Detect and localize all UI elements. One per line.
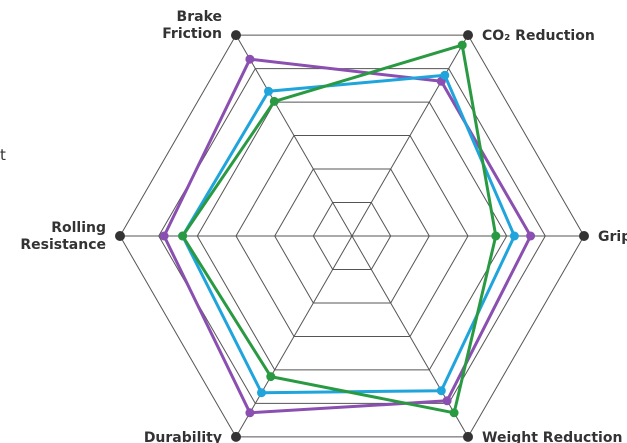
cropped-text: t [0, 146, 6, 164]
series-1-point-weight [442, 396, 452, 406]
axis-end-dot-brake [231, 30, 241, 41]
axis-label-rolling-line-1: Rolling [51, 220, 106, 236]
axis-label-durability: Durability [144, 430, 222, 443]
axis-end-dot-grip [579, 231, 589, 241]
radar-axes: CO₂ Reduction Grip Weight Reduction Durabil… [20, 9, 627, 443]
series-1-point-grip [526, 231, 536, 241]
axis-end-dot-weight [463, 431, 473, 442]
series-3-point-rolling [178, 231, 188, 241]
axis-end-dot-durability [231, 431, 241, 442]
series-2-point-durability [257, 388, 266, 398]
series-2-point-brake [264, 86, 273, 96]
axis-label-grip: Grip [598, 229, 627, 245]
series-2-point-grip [509, 231, 519, 241]
series-3-point-brake [269, 96, 279, 106]
series-1-point-rolling [159, 231, 169, 241]
radar-series [159, 40, 536, 418]
grid-spoke-durability [235, 235, 353, 438]
axis-label-co2: CO₂ Reduction [482, 28, 595, 44]
series-3-point-durability [266, 372, 276, 382]
series-3-point-co2 [457, 40, 467, 50]
series-1-point-brake [245, 54, 255, 64]
axis-end-dot-co2 [463, 30, 473, 41]
axis-label-weight: Weight Reduction [482, 430, 622, 443]
series-3-point-weight [449, 408, 459, 418]
axis-label-brake-line-1: Brake [177, 9, 222, 25]
series-2-point-weight [436, 386, 446, 396]
series-3-point-grip [491, 231, 501, 241]
grid-spoke-brake [235, 34, 353, 237]
axis-label-rolling-line-2: Resistance [20, 237, 106, 253]
series-2-line [181, 73, 516, 395]
grid-spoke-co2 [351, 34, 469, 237]
series-2-point-co2 [440, 70, 450, 80]
series-1-point-durability [245, 408, 255, 418]
axis-label-brake-line-2: Friction [162, 26, 222, 42]
axis-end-dot-rolling [115, 231, 125, 241]
